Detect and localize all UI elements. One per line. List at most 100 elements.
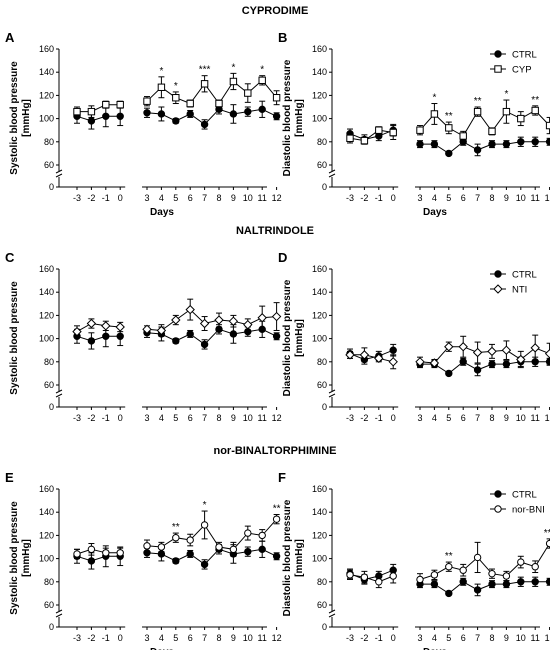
panel-d-y-tick-label: 80	[317, 357, 327, 367]
panel-c-x-tick-label: 9	[231, 413, 236, 423]
panel-e-y-tick-label: 100	[39, 554, 54, 564]
panel-b-axis-break-mark	[328, 173, 336, 178]
panel-d-series-nti-point	[487, 346, 497, 357]
panel-b-series-ctrl-point	[416, 140, 424, 148]
panel-c-series-nti-point	[86, 318, 97, 329]
panel-f-x-tick-label: 10	[516, 633, 526, 643]
panel-e-series-nor-bni-point	[258, 531, 266, 540]
panel-d-series-nti-point	[444, 342, 454, 352]
panel-d-axis-break-mark	[328, 389, 336, 394]
panel-c-series-nti-point	[257, 313, 267, 323]
panel-f-x-tick-label: -2	[360, 633, 368, 643]
panel-b-y-tick-label: 160	[312, 44, 327, 54]
panel-a-y-tick-label: 0	[49, 182, 54, 192]
panel-a-series-ctrl-line	[76, 115, 121, 122]
panel-e-series-nor-bni-point	[73, 550, 81, 558]
panel-b-x-tick-label: 5	[446, 193, 451, 203]
panel-d-series-nti-point	[345, 350, 355, 360]
panel-c-x-tick-label: 5	[173, 413, 178, 423]
panel-b-series-ctrl-point	[488, 140, 496, 148]
panel-b-series-ctrl-point	[517, 138, 525, 146]
panel-b-series-cyp-point	[531, 106, 539, 115]
panel-c-series-nti-point	[228, 316, 239, 326]
panel-c-series-nti-point	[271, 311, 282, 322]
panel-d-x-tick-label: -3	[346, 413, 354, 423]
panel-b-series-ctrl-point	[502, 140, 511, 148]
panel-a-series-cyp-point	[229, 77, 238, 86]
panel-d-legend-marker	[493, 284, 503, 294]
panel-b-x-tick-label: 9	[504, 193, 509, 203]
panel-b-series-cyp-line	[419, 109, 550, 137]
panel-a-series-ctrl-point	[258, 105, 266, 114]
panel-b-y-tick-label: 60	[317, 160, 327, 170]
panel-c-y-tick-label: 60	[44, 380, 54, 390]
panel-b-y-tick-label: 140	[312, 67, 327, 77]
panel-c-series-ctrl-point	[87, 337, 96, 345]
panel-d-letter: D	[278, 250, 287, 265]
panel-b-letter: B	[278, 30, 287, 45]
panel-d-series-nti-line	[350, 354, 394, 363]
panel-f-axis-break-mark	[328, 609, 336, 614]
panel-b-x-tick-label: 7	[475, 193, 480, 203]
panel-e-series-nor-bni-point	[244, 529, 252, 537]
panel-c-letter: C	[5, 250, 15, 265]
panel-a-y-tick-label: 100	[39, 114, 54, 124]
panel-e-x-tick-label: -2	[87, 633, 95, 643]
panel-b-y-tick-label: 80	[317, 137, 327, 147]
panel-c-y-tick-label: 160	[39, 264, 54, 274]
panel-b-series-cyp-point	[517, 114, 525, 123]
panel-f-series-nor-bni-point	[360, 573, 369, 581]
panel-e-series-nor-bni-line	[76, 548, 121, 555]
panel-f-x-tick-label: 12	[545, 633, 550, 643]
panel-c-x-tick-label: 11	[258, 413, 267, 423]
panel-c-series-ctrl-point	[200, 340, 209, 349]
panel-a-series-cyp-line	[77, 104, 121, 113]
panel-a-series-ctrl-point	[172, 117, 180, 125]
panel-a-significance-label: *	[260, 65, 264, 76]
panel-b-y-tick-label: 0	[322, 182, 327, 192]
panel-e-series-ctrl-point	[200, 560, 209, 569]
panel-a-series-cyp-line	[146, 79, 277, 105]
panel-f-series-nor-bni-line	[349, 574, 394, 583]
panel-f-series-ctrl-line	[349, 569, 394, 581]
panel-e-series-ctrl-point	[244, 547, 252, 556]
panel-c-series-nti-point	[199, 318, 210, 329]
panel-f-axis-break-mark	[328, 613, 336, 618]
panel-c-y-tick-label: 80	[44, 357, 54, 367]
panel-d-x-tick-label: 10	[516, 413, 526, 423]
panel-d-y-tick-label: 100	[312, 334, 327, 344]
panel-d-series-ctrl-line	[420, 361, 550, 375]
panel-d-series-nti-point	[501, 345, 512, 355]
panel-e-series-ctrl-line	[76, 555, 121, 562]
panel-a-series-cyp-point	[87, 107, 96, 116]
panel-e-y-tick-label: 60	[44, 600, 54, 610]
panel-c-series-ctrl-point	[272, 332, 281, 340]
panel-b-y-unit: [mmHg]	[294, 99, 305, 137]
panel-f-series-nor-bni-point	[459, 566, 467, 574]
panel-f-series-ctrl-point	[430, 580, 439, 588]
panel-e-y-tick-label: 80	[44, 577, 54, 587]
panel-d-series-nti-line	[419, 346, 550, 364]
panel-d-x-tick-label: 5	[446, 413, 451, 423]
panel-b-significance-label: **	[531, 95, 539, 106]
panel-c-series-ctrl-point	[229, 330, 238, 338]
panel-a-series-ctrl-point	[186, 110, 194, 118]
panel-a-series-ctrl-point	[157, 110, 166, 118]
panel-f-x-tick-label: 4	[432, 633, 437, 643]
panel-c-x-tick-label: -3	[73, 413, 81, 423]
panel-a-x-tick-label: 12	[272, 193, 282, 203]
panel-b-series-ctrl-line	[349, 129, 394, 141]
panel-a-series-ctrl-line	[146, 108, 277, 126]
panel-f-series-ctrl-line	[420, 581, 550, 595]
panel-f-series-nor-bni	[346, 538, 550, 589]
panel-b-series-cyp-point	[416, 126, 424, 134]
panel-f-x-tick-label: 7	[475, 633, 480, 643]
panel-e-y-tick-label: 120	[39, 530, 54, 540]
panel-b-y-tick-label: 100	[312, 114, 327, 124]
panel-e-series-ctrl-point	[258, 545, 266, 554]
panel-a-series-cyp-point	[258, 76, 266, 85]
panel-e-series-ctrl-point	[186, 550, 194, 558]
panel-f-x-tick-label: 0	[391, 633, 396, 643]
panel-f-x-tick-label: 6	[461, 633, 466, 643]
